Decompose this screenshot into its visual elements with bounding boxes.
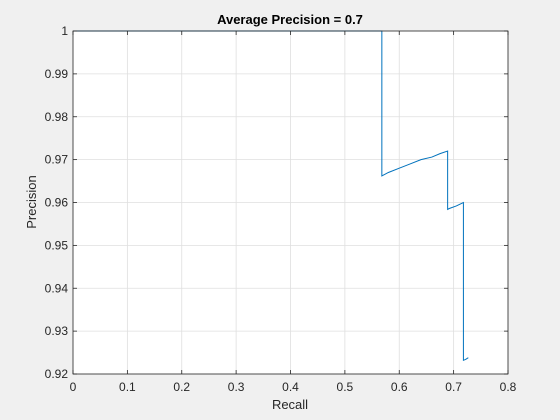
y-tick-label: 0.95 [45,238,69,252]
x-tick-label: 0.6 [391,380,408,394]
series-layer [73,30,469,362]
y-tick-label: 0.97 [45,153,69,167]
x-tick-label: 0 [70,380,77,394]
axis-ticks: 0 0.1 0.2 0.3 0.4 0.5 0.6 0.7 0.8 0.92 0.93 0.94 0.9… [45,24,517,394]
chart-title: Average Precision = 0.7 [217,12,363,27]
x-tick-label: 0.8 [500,380,517,394]
y-tick-label: 0.92 [45,367,69,381]
x-tick-label: 0.1 [119,380,136,394]
y-tick-label: 0.98 [45,110,69,124]
x-tick-label: 0.3 [228,380,245,394]
x-tick-label: 0.4 [282,380,299,394]
y-axis-label: Precision [24,175,39,228]
y-tick-label: 0.96 [45,196,69,210]
y-tick-label: 0.99 [45,67,69,81]
y-tick-label: 0.94 [45,281,69,295]
x-tick-label: 0.5 [337,380,354,394]
precision-recall-curve [73,30,469,362]
y-tick-label: 1 [61,24,68,38]
x-tick-label: 0.7 [445,380,462,394]
x-axis-label: Recall [272,397,308,412]
x-tick-label: 0.2 [173,380,190,394]
y-tick-label: 0.93 [45,324,69,338]
